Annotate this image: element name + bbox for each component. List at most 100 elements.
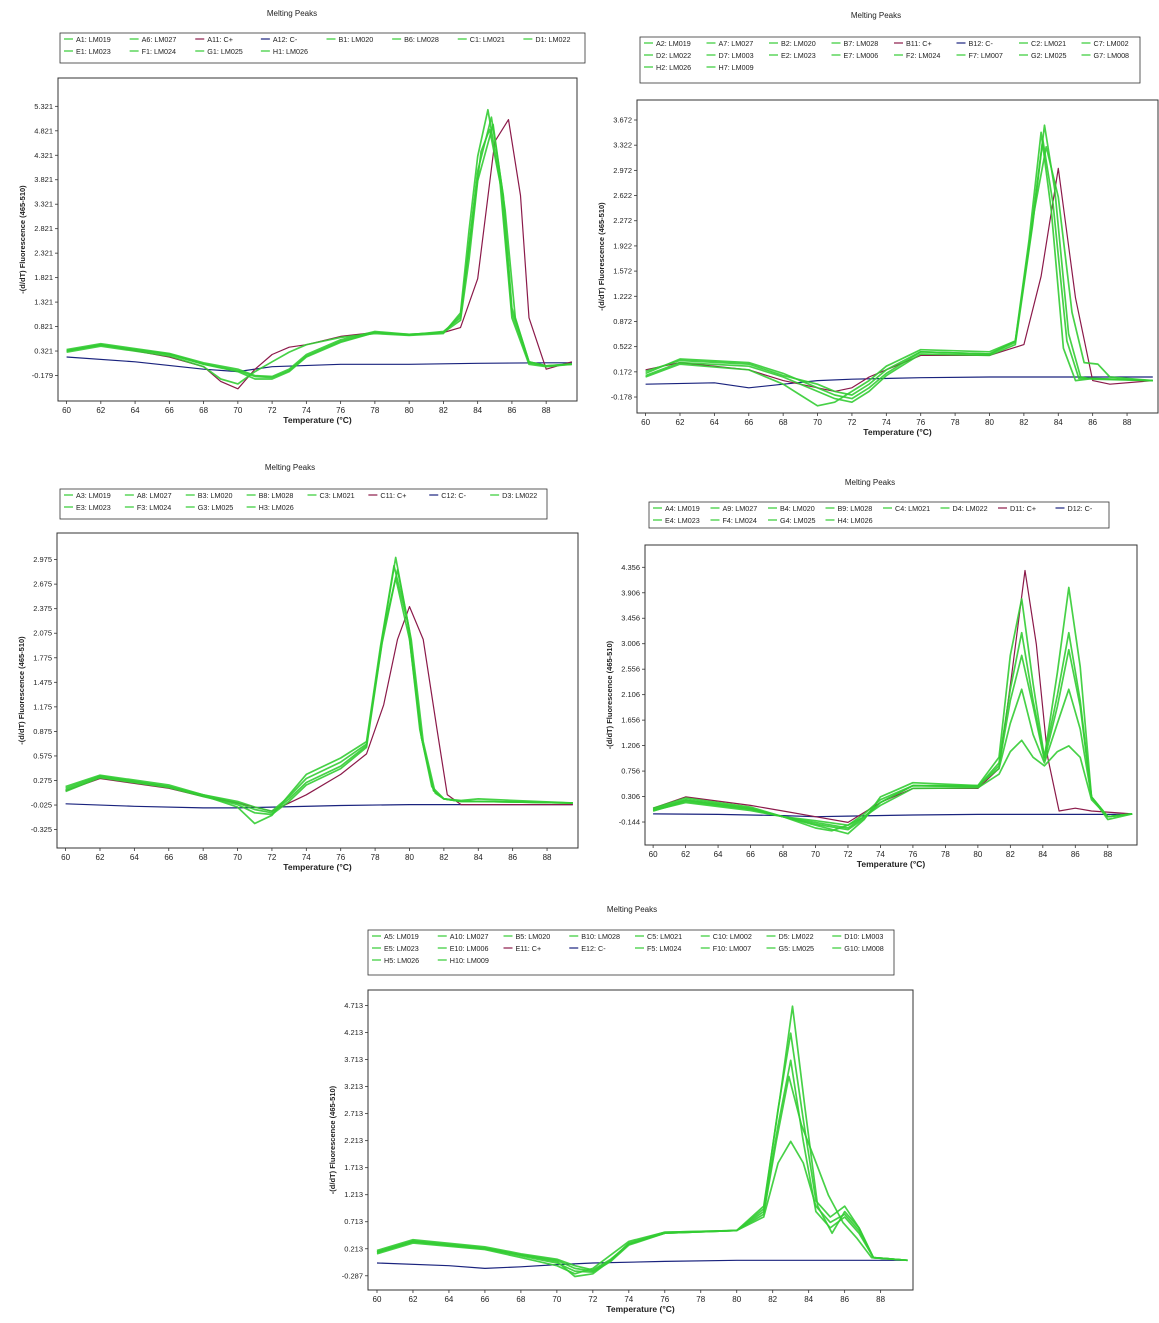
y-tick-label: 1.821	[34, 273, 53, 282]
series-line	[645, 124, 1153, 404]
series-line	[65, 803, 573, 809]
x-tick-label: 62	[681, 850, 690, 859]
legend-label: D11: C+	[1010, 504, 1036, 513]
melting-peaks-panel-2: Melting Peaks A2: LM019 A7: LM027 B2: LM020…	[597, 11, 1159, 437]
x-tick-label: 86	[508, 853, 517, 862]
x-tick-label: 82	[439, 406, 448, 415]
legend-label: E11: C+	[516, 944, 542, 953]
y-tick-label: 3.713	[344, 1055, 363, 1064]
legend-label: B12: C-	[969, 39, 994, 48]
melting-peaks-panel-5: Melting Peaks A5: LM019 A10: LM027 B5: LM02…	[328, 905, 914, 1314]
x-tick-label: 62	[676, 418, 685, 427]
melting-peaks-panel-1: Melting Peaks A1: LM019 A6: LM027 A11: C+ A1…	[18, 9, 586, 425]
legend-label: F10: LM007	[713, 944, 751, 953]
legend-label: E5: LM023	[384, 944, 419, 953]
x-tick-label: 82	[1019, 418, 1028, 427]
x-tick-label: 80	[973, 850, 982, 859]
series-line	[65, 577, 573, 816]
x-tick-label: 76	[908, 850, 917, 859]
legend-label: B9: LM028	[838, 504, 873, 513]
chart-title: Melting Peaks	[845, 478, 895, 487]
legend-label: E1: LM023	[76, 47, 111, 56]
y-tick-label: 3.322	[613, 141, 632, 150]
y-tick-label: 1.475	[33, 678, 52, 687]
legend-label: H10: LM009	[450, 956, 489, 965]
x-tick-label: 72	[844, 850, 853, 859]
y-tick-label: 2.821	[34, 224, 53, 233]
x-tick-label: 64	[444, 1295, 453, 1304]
legend-label: D4: LM022	[953, 504, 988, 513]
x-tick-label: 66	[480, 1295, 489, 1304]
legend-label: B10: LM028	[581, 932, 620, 941]
y-tick-label: 3.821	[34, 175, 53, 184]
x-tick-label: 60	[61, 853, 70, 862]
x-tick-label: 74	[624, 1295, 633, 1304]
x-tick-label: 68	[779, 418, 788, 427]
y-tick-label: 3.321	[34, 200, 53, 209]
legend-label: G4: LM025	[780, 516, 816, 525]
legend-label: B7: LM028	[844, 39, 879, 48]
x-tick-label: 60	[373, 1295, 382, 1304]
legend-label: C1: LM021	[470, 35, 505, 44]
y-tick-label: 1.922	[613, 241, 632, 250]
plot-area	[56, 532, 579, 849]
legend-label: C2: LM021	[1031, 39, 1066, 48]
x-tick-label: 84	[804, 1295, 813, 1304]
x-tick-label: 86	[1071, 850, 1080, 859]
legend-label: A6: LM027	[142, 35, 177, 44]
legend-label: A1: LM019	[76, 35, 111, 44]
legend-label: A7: LM027	[719, 39, 754, 48]
y-axis-label: -(d/dT) Fluorescence (465-510)	[605, 640, 614, 749]
legend-label: E4: LM023	[665, 516, 700, 525]
x-tick-label: 64	[714, 850, 723, 859]
x-tick-label: 76	[336, 406, 345, 415]
y-tick-label: -0.179	[32, 371, 53, 380]
y-tick-label: 2.975	[33, 555, 52, 564]
x-tick-label: 74	[302, 406, 311, 415]
x-axis-label: Temperature (°C)	[283, 415, 352, 425]
y-tick-label: -0.178	[611, 393, 632, 402]
legend-label: E2: LM023	[781, 51, 816, 60]
y-tick-label: 0.875	[33, 727, 52, 736]
y-tick-label: 2.972	[613, 166, 632, 175]
y-tick-label: 0.575	[33, 751, 52, 760]
y-tick-label: 0.321	[34, 347, 53, 356]
x-tick-label: 68	[199, 406, 208, 415]
y-tick-label: 2.106	[621, 690, 640, 699]
legend-label: F7: LM007	[969, 51, 1003, 60]
legend-label: B5: LM020	[516, 932, 551, 941]
y-tick-label: -0.287	[342, 1271, 363, 1280]
legend-label: G5: LM025	[779, 944, 815, 953]
legend-label: B11: C+	[906, 39, 932, 48]
legend-box	[648, 501, 1110, 529]
x-tick-label: 78	[951, 418, 960, 427]
x-tick-label: 88	[1103, 850, 1112, 859]
legend-label: B8: LM028	[259, 491, 294, 500]
x-tick-label: 64	[130, 853, 139, 862]
y-tick-label: 0.172	[613, 367, 632, 376]
legend-label: A2: LM019	[656, 39, 691, 48]
chart-title: Melting Peaks	[851, 11, 901, 20]
series-line	[645, 138, 1153, 396]
x-tick-label: 62	[96, 406, 105, 415]
x-tick-label: 76	[916, 418, 925, 427]
x-tick-label: 80	[985, 418, 994, 427]
legend-box	[59, 32, 586, 64]
legend-label: A9: LM027	[723, 504, 758, 513]
legend-label: B4: LM020	[780, 504, 815, 513]
legend-label: B2: LM020	[781, 39, 816, 48]
legend-box	[639, 36, 1141, 84]
legend-label: C11: C+	[380, 491, 406, 500]
chart-title: Melting Peaks	[607, 905, 657, 914]
x-tick-label: 66	[746, 850, 755, 859]
x-tick-label: 60	[62, 406, 71, 415]
legend-label: C4: LM021	[895, 504, 930, 513]
x-tick-label: 88	[1123, 418, 1132, 427]
series-line	[645, 145, 1153, 407]
x-tick-label: 80	[732, 1295, 741, 1304]
legend-label: E7: LM006	[844, 51, 879, 60]
x-tick-label: 68	[516, 1295, 525, 1304]
x-tick-label: 78	[370, 406, 379, 415]
y-tick-label: 4.821	[34, 126, 53, 135]
y-tick-label: 4.213	[344, 1028, 363, 1037]
